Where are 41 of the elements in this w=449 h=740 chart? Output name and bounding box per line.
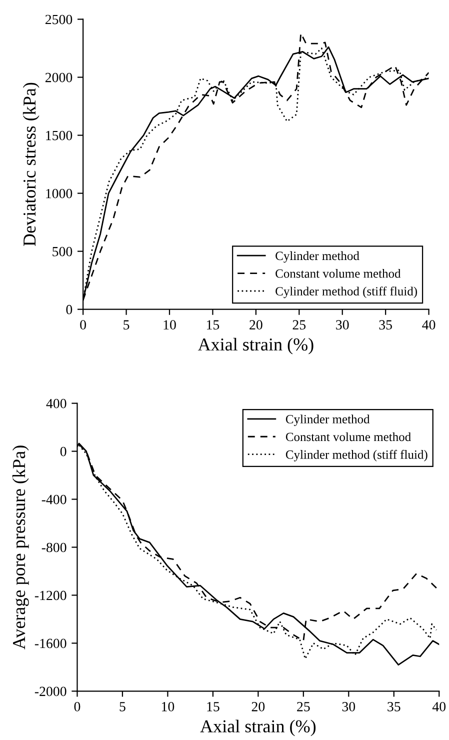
legend-label: Constant volume method — [276, 268, 401, 278]
y-tick-label: 2500 — [45, 14, 72, 24]
x-tick-label: 10 — [162, 702, 174, 712]
y-tick-label: 2000 — [45, 72, 72, 82]
x-tick-label: 35 — [379, 320, 392, 330]
y-tick-label: 1000 — [46, 188, 72, 198]
legend-label: Cylinder method (stiff fluid) — [276, 286, 417, 298]
y-tick-label: -2000 — [34, 686, 66, 696]
x-tick-label: 35 — [388, 702, 400, 712]
y-tick-label: 1500 — [46, 130, 72, 140]
legend-label: Cylinder method (stiff fluid) — [286, 450, 428, 462]
x-tick-label: 15 — [206, 320, 220, 330]
legend-label: Cylinder method — [276, 251, 360, 263]
x-axis-title: Axial strain (%) — [200, 720, 316, 736]
x-tick-label: 25 — [292, 320, 306, 330]
x-axis-title: Axial strain (%) — [198, 338, 314, 354]
y-tick-label: -800 — [42, 542, 66, 552]
y-tick-label: -1200 — [34, 590, 66, 600]
x-tick-label: 25 — [297, 702, 310, 712]
x-tick-label: 0 — [80, 320, 86, 330]
x-tick-label: 30 — [342, 702, 356, 712]
x-tick-label: 40 — [432, 702, 446, 712]
legend-label: Constant volume method — [286, 432, 411, 442]
y-tick-label: 400 — [46, 398, 66, 408]
legend-label: Cylinder method — [286, 414, 370, 426]
x-tick-label: 30 — [336, 320, 349, 330]
x-tick-label: 0 — [74, 702, 80, 712]
y-tick-label: 500 — [52, 246, 72, 256]
x-tick-label: 20 — [250, 320, 262, 330]
y-tick-label: -1600 — [34, 638, 66, 648]
y-tick-label: 0 — [66, 304, 72, 314]
y-axis-title: Deviatoric stress (kPa) — [22, 82, 40, 246]
x-tick-label: 5 — [124, 320, 130, 330]
x-tick-label: 40 — [422, 320, 436, 330]
x-tick-label: 15 — [207, 702, 220, 712]
x-tick-label: 20 — [252, 702, 265, 712]
x-tick-label: 10 — [164, 320, 176, 330]
y-tick-label: 0 — [60, 446, 66, 456]
y-tick-label: -400 — [42, 494, 66, 504]
y-axis-title: Average pore pressure (kPa) — [12, 446, 29, 650]
x-tick-label: 5 — [120, 702, 126, 712]
